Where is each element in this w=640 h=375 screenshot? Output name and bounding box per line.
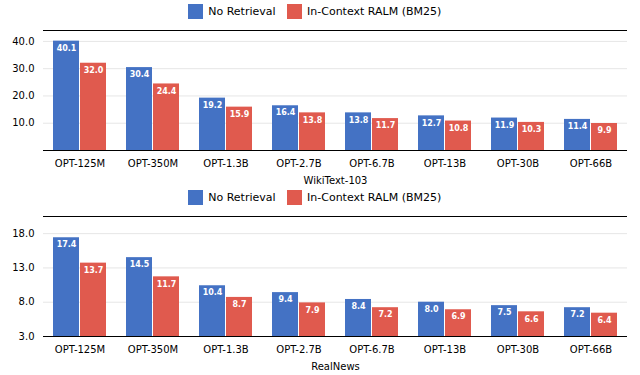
svg-text:OPT-2.7B: OPT-2.7B (276, 344, 322, 355)
svg-text:8.0: 8.0 (19, 296, 35, 307)
svg-text:19.2: 19.2 (203, 101, 223, 110)
svg-text:11.9: 11.9 (495, 121, 515, 130)
svg-text:7.5: 7.5 (497, 308, 512, 317)
svg-text:11.7: 11.7 (376, 121, 396, 130)
svg-text:9.9: 9.9 (597, 126, 612, 135)
svg-text:17.4: 17.4 (57, 240, 77, 249)
svg-text:18.0: 18.0 (12, 228, 34, 239)
svg-text:6.6: 6.6 (524, 314, 539, 323)
svg-text:RealNews: RealNews (311, 361, 360, 372)
svg-text:OPT-13B: OPT-13B (424, 158, 466, 169)
svg-text:14.5: 14.5 (130, 260, 150, 269)
svg-text:7.2: 7.2 (378, 310, 392, 319)
svg-text:15.9: 15.9 (230, 110, 250, 119)
svg-text:24.4: 24.4 (157, 87, 177, 96)
svg-text:OPT-350M: OPT-350M (128, 158, 178, 169)
svg-text:13.8: 13.8 (303, 116, 323, 125)
svg-text:9.4: 9.4 (278, 295, 293, 304)
svg-text:12.7: 12.7 (422, 119, 442, 128)
svg-text:11.4: 11.4 (568, 122, 588, 131)
svg-text:32.0: 32.0 (84, 66, 104, 75)
svg-text:30.4: 30.4 (130, 70, 150, 79)
svg-text:11.7: 11.7 (157, 280, 177, 289)
svg-text:6.4: 6.4 (597, 316, 612, 325)
svg-text:OPT-125M: OPT-125M (55, 158, 105, 169)
svg-text:OPT-350M: OPT-350M (128, 344, 178, 355)
svg-text:13.7: 13.7 (84, 266, 104, 275)
html-text:No Retrieval: No Retrieval (208, 4, 276, 18)
html-text:In-Context RALM (BM25): In-Context RALM (BM25) (307, 4, 442, 18)
svg-text:OPT-6.7B: OPT-6.7B (349, 344, 395, 355)
svg-text:8.7: 8.7 (232, 300, 246, 309)
svg-text:OPT-30B: OPT-30B (497, 344, 539, 355)
svg-text:13.0: 13.0 (12, 262, 34, 273)
svg-text:OPT-6.7B: OPT-6.7B (349, 158, 395, 169)
svg-text:OPT-66B: OPT-66B (570, 344, 612, 355)
svg-text:3.0: 3.0 (19, 331, 35, 342)
svg-text:OPT-2.7B: OPT-2.7B (276, 158, 322, 169)
svg-text:40.0: 40.0 (12, 36, 34, 47)
html-text:In-Context RALM (BM25): In-Context RALM (BM25) (307, 190, 442, 204)
svg-text:8.4: 8.4 (351, 302, 366, 311)
svg-text:OPT-13B: OPT-13B (424, 344, 466, 355)
svg-text:13.8: 13.8 (349, 116, 369, 125)
svg-text:10.4: 10.4 (203, 288, 223, 297)
svg-text:OPT-1.3B: OPT-1.3B (203, 344, 249, 355)
svg-text:7.9: 7.9 (305, 306, 320, 315)
svg-text:OPT-125M: OPT-125M (55, 344, 105, 355)
svg-text:8.0: 8.0 (424, 305, 439, 314)
svg-text:7.2: 7.2 (570, 310, 584, 319)
svg-text:OPT-66B: OPT-66B (570, 158, 612, 169)
svg-text:OPT-30B: OPT-30B (497, 158, 539, 169)
svg-text:16.4: 16.4 (276, 108, 296, 117)
svg-text:20.0: 20.0 (12, 90, 34, 101)
svg-text:OPT-1.3B: OPT-1.3B (203, 158, 249, 169)
svg-text:6.9: 6.9 (451, 312, 466, 321)
svg-text:10.8: 10.8 (449, 124, 469, 133)
svg-text:30.0: 30.0 (12, 63, 34, 74)
svg-text:WikiText-103: WikiText-103 (304, 175, 368, 186)
svg-text:10.3: 10.3 (522, 125, 542, 134)
html-text:No Retrieval: No Retrieval (208, 190, 276, 204)
svg-text:40.1: 40.1 (57, 44, 77, 53)
svg-text:10.0: 10.0 (12, 117, 34, 128)
